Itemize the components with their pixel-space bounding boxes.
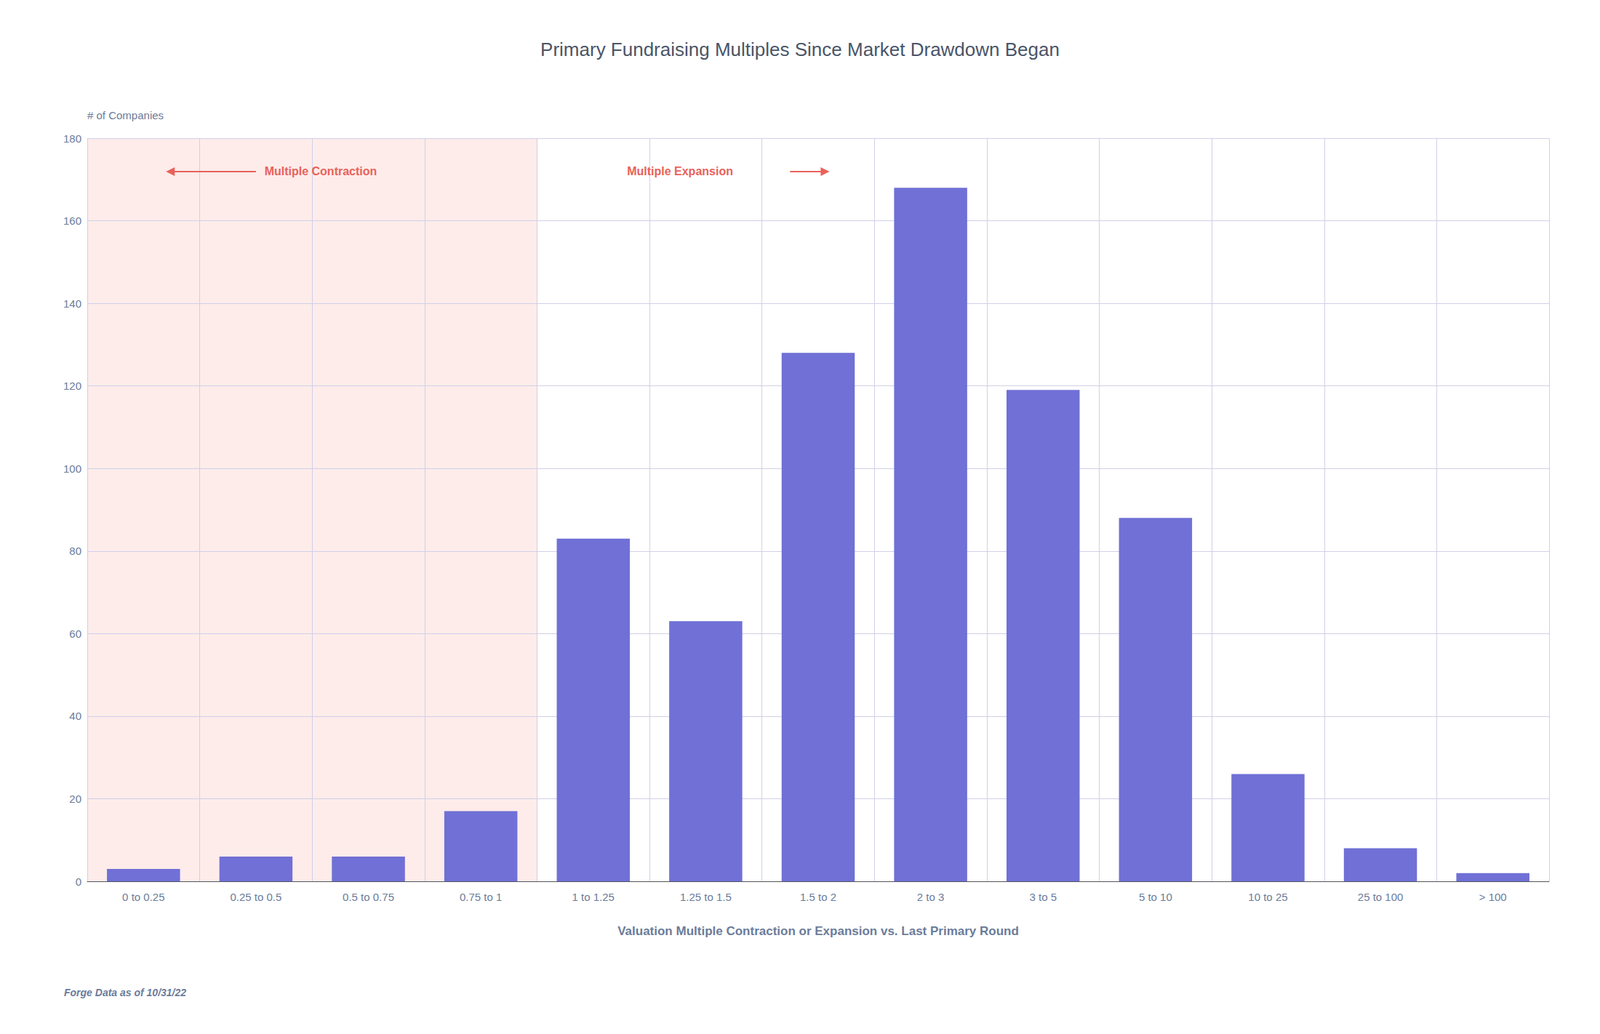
svg-text:Valuation Multiple Contraction: Valuation Multiple Contraction or Expans… [617,924,1019,939]
svg-text:1.5 to 2: 1.5 to 2 [800,890,837,904]
svg-text:3 to 5: 3 to 5 [1029,890,1057,904]
svg-text:80: 80 [69,544,82,558]
svg-text:20: 20 [69,792,82,806]
svg-text:Multiple Contraction: Multiple Contraction [264,165,378,178]
svg-text:1.25 to 1.5: 1.25 to 1.5 [680,890,732,904]
svg-text:180: 180 [63,132,82,145]
svg-text:60: 60 [69,627,82,640]
svg-text:2 to 3: 2 to 3 [917,890,945,904]
svg-text:160: 160 [63,214,82,227]
svg-text:5 to 10: 5 to 10 [1138,890,1173,904]
svg-text:25 to 100: 25 to 100 [1357,890,1404,904]
svg-text:# of Companies: # of Companies [87,109,164,122]
svg-text:Multiple Expansion: Multiple Expansion [626,165,734,178]
svg-text:1 to 1.25: 1 to 1.25 [572,890,615,904]
svg-text:> 100: > 100 [1479,890,1507,904]
svg-text:0: 0 [75,875,82,888]
svg-text:40: 40 [69,709,82,723]
svg-text:100: 100 [63,462,82,475]
svg-text:10 to 25: 10 to 25 [1248,890,1288,904]
svg-text:120: 120 [63,379,82,392]
svg-text:140: 140 [63,297,82,310]
svg-text:0.25 to 0.5: 0.25 to 0.5 [229,890,282,904]
svg-text:0 to 0.25: 0 to 0.25 [122,890,165,904]
svg-text:Forge Data as of 10/31/22: Forge Data as of 10/31/22 [64,986,187,999]
svg-text:0.75 to 1: 0.75 to 1 [459,890,502,904]
svg-text:Primary Fundraising Multiples: Primary Fundraising Multiples Since Mark… [540,38,1060,61]
svg-text:0.5 to 0.75: 0.5 to 0.75 [342,890,395,904]
